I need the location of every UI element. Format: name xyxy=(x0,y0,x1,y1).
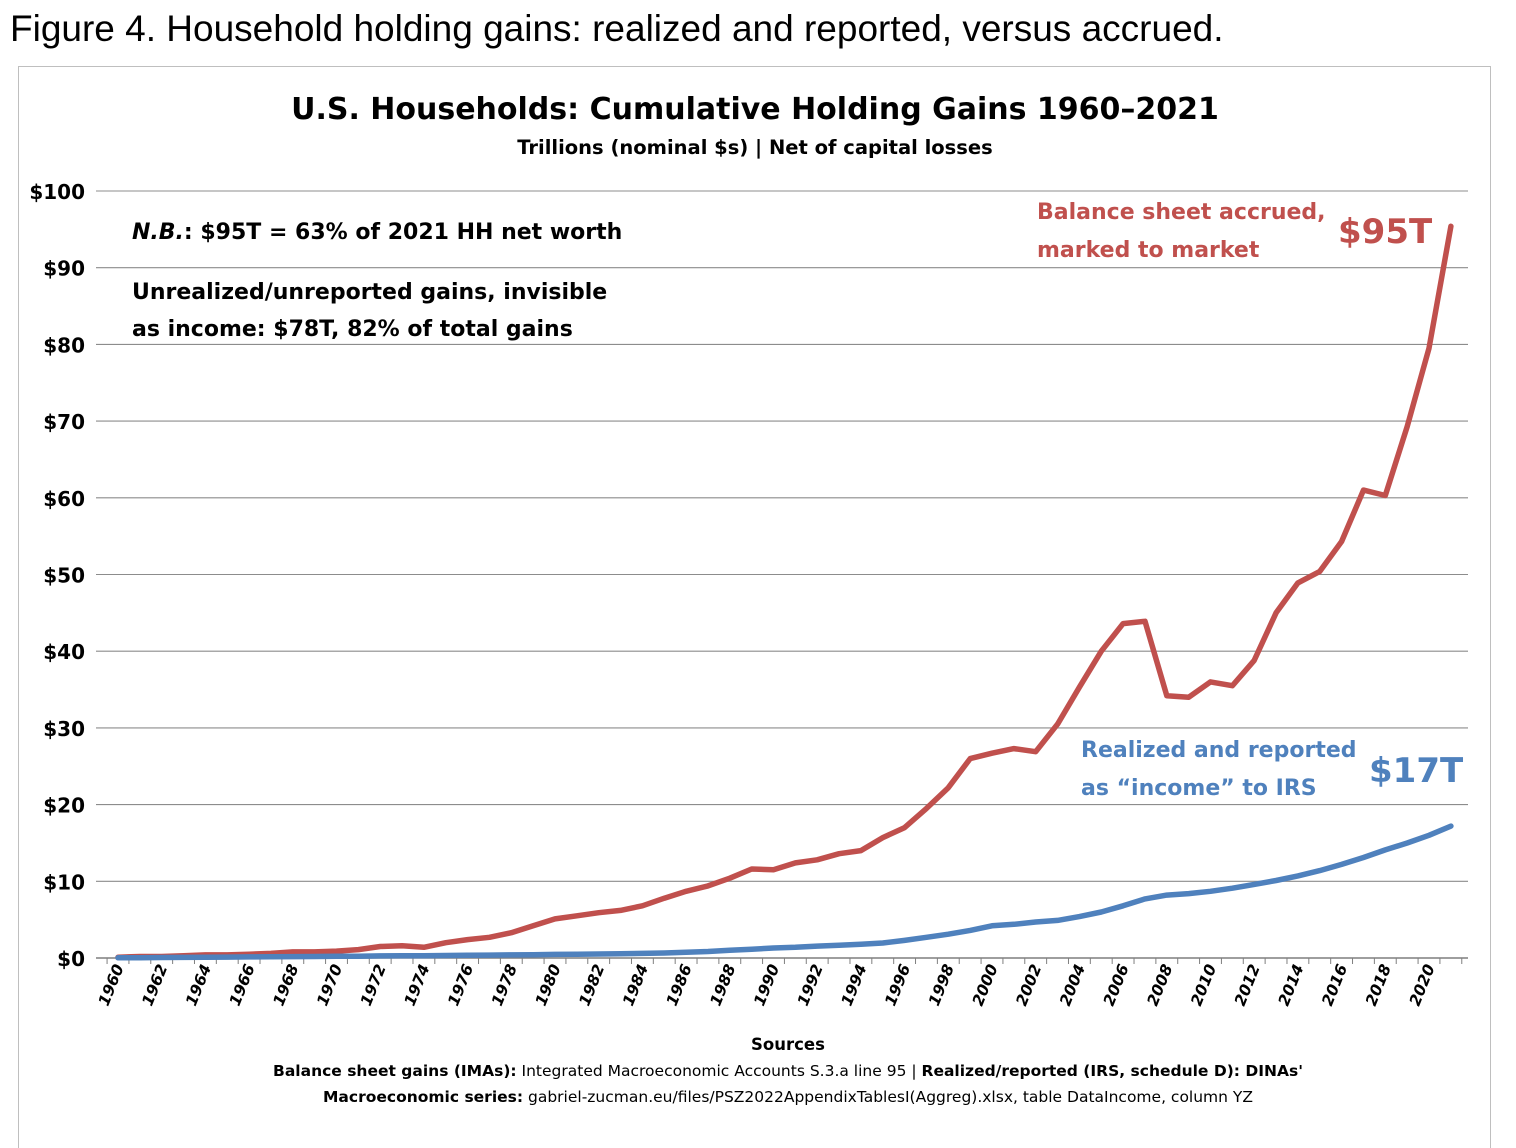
unrealized-annotation-line1: Unrealized/unreported gains, invisible xyxy=(132,280,607,305)
x-tick-label: 1964 xyxy=(182,962,215,1009)
x-tick-label: 1976 xyxy=(444,962,477,1009)
x-axis-title: Sources xyxy=(751,1035,825,1054)
sources-line1-text-a: Integrated Macroeconomic Accounts S.3.a … xyxy=(517,1062,922,1080)
x-tick-label: 1980 xyxy=(532,962,565,1009)
x-tick-label: 2016 xyxy=(1318,962,1351,1009)
x-tick-label: 1990 xyxy=(750,962,783,1009)
x-tick-label: 2000 xyxy=(969,962,1002,1009)
x-tick-label: 1994 xyxy=(838,962,871,1009)
x-tick-label: 2010 xyxy=(1187,962,1220,1009)
gridlines xyxy=(96,190,1468,959)
x-tick-label: 1966 xyxy=(226,962,259,1009)
chart-title: U.S. Households: Cumulative Holding Gain… xyxy=(291,92,1219,127)
realized-label-line2: as “income” to IRS xyxy=(1081,776,1317,801)
x-axis-tick-labels: 1960 1962 1964 1966 1968 1970 1972 1974 1976 1978… xyxy=(95,958,1463,1009)
x-tick-label: 1996 xyxy=(881,962,914,1009)
accrued-value-label: $95T xyxy=(1338,212,1433,252)
chart-frame xyxy=(18,66,1491,1148)
realized-label-line1: Realized and reported xyxy=(1081,738,1357,763)
y-tick-label: $80 xyxy=(43,333,85,357)
y-tick-label: $90 xyxy=(43,257,85,281)
x-tick-label: 1974 xyxy=(401,962,434,1009)
x-tick-label: 1998 xyxy=(925,962,958,1009)
y-tick-label: $50 xyxy=(43,564,85,588)
nb-label: N.B. xyxy=(132,220,184,245)
sources-line1-bold-b: Realized/reported (IRS, schedule D): DIN… xyxy=(922,1062,1303,1080)
y-tick-label: $20 xyxy=(43,794,85,818)
x-tick-label: 1970 xyxy=(313,962,346,1009)
sources-line1: Balance sheet gains (IMAs): Integrated M… xyxy=(273,1062,1303,1080)
series-line-accrued xyxy=(115,223,1454,960)
x-tick-label: 2012 xyxy=(1231,962,1264,1009)
y-tick-label: $70 xyxy=(43,410,85,434)
y-tick-label: $10 xyxy=(43,870,85,894)
y-axis-tick-labels: $0 $10 $20 $30 $40 $50 $60 $70 $80 $90 $100 xyxy=(29,180,85,971)
x-tick-label: 2006 xyxy=(1100,962,1133,1009)
x-tick-label: 1962 xyxy=(139,962,172,1009)
x-tick-label: 2004 xyxy=(1056,962,1089,1009)
x-tick-label: 1968 xyxy=(270,962,303,1009)
x-tick-label: 1972 xyxy=(357,962,390,1009)
series-lines xyxy=(115,223,1454,961)
y-tick-label: $100 xyxy=(29,180,85,204)
y-tick-label: $60 xyxy=(43,487,85,511)
y-tick-label: $0 xyxy=(57,947,85,971)
figure-caption: Figure 4. Household holding gains: reali… xyxy=(10,8,1224,49)
nb-text: : $95T = 63% of 2021 HH net worth xyxy=(184,220,622,245)
x-tick-label: 2014 xyxy=(1275,962,1308,1009)
x-tick-label: 1982 xyxy=(576,962,609,1009)
x-tick-label: 1992 xyxy=(794,962,827,1009)
realized-value-label: $17T xyxy=(1369,751,1464,791)
x-tick-label: 1984 xyxy=(619,962,652,1009)
sources-line1-bold-a: Balance sheet gains (IMAs): xyxy=(273,1062,517,1080)
sources-line2: Macroeconomic series: gabriel-zucman.eu/… xyxy=(323,1088,1253,1106)
chart-subtitle: Trillions (nominal $s) | Net of capital … xyxy=(517,136,992,159)
x-tick-label: 2020 xyxy=(1406,962,1439,1009)
nb-annotation: N.B.: $95T = 63% of 2021 HH net worth xyxy=(132,220,622,245)
x-tick-label: 1988 xyxy=(707,962,740,1009)
series-line-realized xyxy=(115,823,1454,961)
accrued-label-line1: Balance sheet accrued, xyxy=(1037,200,1326,225)
x-tick-label: 1960 xyxy=(95,962,128,1009)
x-tick-label: 2002 xyxy=(1013,962,1046,1009)
y-tick-label: $30 xyxy=(43,717,85,741)
unrealized-annotation-line2: as income: $78T, 82% of total gains xyxy=(132,317,573,342)
x-tick-label: 2018 xyxy=(1362,962,1395,1009)
x-tick-label: 2008 xyxy=(1144,962,1177,1009)
sources-line2-text: gabriel-zucman.eu/files/PSZ2022AppendixT… xyxy=(523,1088,1253,1106)
y-tick-label: $40 xyxy=(43,640,85,664)
x-tick-label: 1978 xyxy=(488,962,521,1009)
accrued-label-line2: marked to market xyxy=(1037,238,1260,263)
x-tick-label: 1986 xyxy=(663,962,696,1009)
sources-line2-bold: Macroeconomic series: xyxy=(323,1088,523,1106)
